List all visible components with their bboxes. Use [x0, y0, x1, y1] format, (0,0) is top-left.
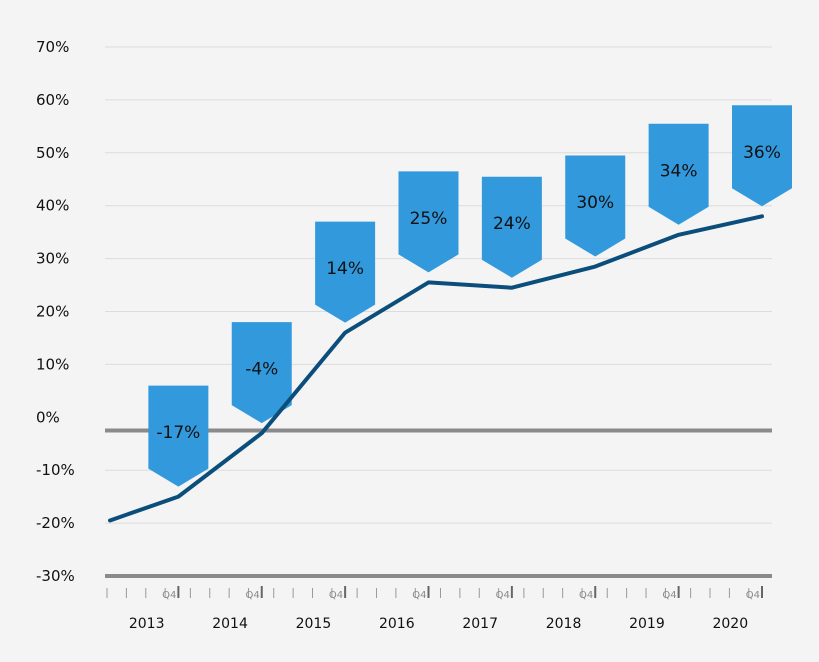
- y-tick-label: -20%: [36, 514, 75, 532]
- data-label-callout: [398, 171, 459, 273]
- y-tick-label: 0%: [36, 408, 60, 426]
- axis-layer: 70% 60% 50% 40% 30% 20% 10% 0% -10% -20% -30% Q4 201…: [36, 38, 763, 632]
- data-label: 36%: [743, 143, 781, 163]
- q4-label: Q4: [746, 590, 760, 601]
- data-label-callout: [231, 322, 292, 424]
- data-label: 14%: [326, 259, 364, 279]
- y-tick-label: 60%: [36, 91, 69, 109]
- data-label-callout: [148, 385, 209, 487]
- x-category-label: 2013: [129, 616, 165, 632]
- y-tick-label: 10%: [36, 355, 69, 373]
- x-category-label: 2020: [712, 616, 748, 632]
- q4-label: Q4: [579, 590, 593, 601]
- q4-label: Q4: [496, 590, 510, 601]
- y-tick-label: 70%: [36, 38, 69, 56]
- y-tick-label: -10%: [36, 461, 75, 479]
- data-label: 24%: [493, 214, 531, 234]
- data-label-callout: [565, 155, 626, 257]
- data-label-callout: [315, 221, 376, 323]
- y-tick-label: 40%: [36, 197, 69, 215]
- x-category-label: 2019: [629, 616, 665, 632]
- data-label-callout: [648, 123, 709, 225]
- data-label: 34%: [660, 161, 698, 181]
- data-label-callout: [731, 105, 792, 207]
- x-category-label: 2016: [379, 616, 415, 632]
- q4-label: Q4: [162, 590, 176, 601]
- q4-label: Q4: [662, 590, 676, 601]
- y-tick-label: 20%: [36, 303, 69, 321]
- x-category-label: 2017: [462, 616, 498, 632]
- data-label-layer: -17% -4% 14% 25% 24% 30% 34% 36%: [148, 105, 792, 487]
- q4-label: Q4: [412, 590, 426, 601]
- data-label-callout: [481, 176, 542, 278]
- y-tick-label: 30%: [36, 250, 69, 268]
- y-tick-label: -30%: [36, 567, 75, 585]
- series-layer: [108, 214, 764, 523]
- data-label: -17%: [156, 423, 200, 443]
- q4-label: Q4: [246, 590, 260, 601]
- q4-label: Q4: [329, 590, 343, 601]
- x-category-label: 2015: [296, 616, 332, 632]
- data-label: 25%: [410, 209, 448, 229]
- y-tick-label: 50%: [36, 144, 69, 162]
- data-label: -4%: [245, 360, 278, 380]
- x-category-label: 2018: [546, 616, 582, 632]
- data-label: 30%: [576, 193, 614, 213]
- x-category-label: 2014: [212, 616, 248, 632]
